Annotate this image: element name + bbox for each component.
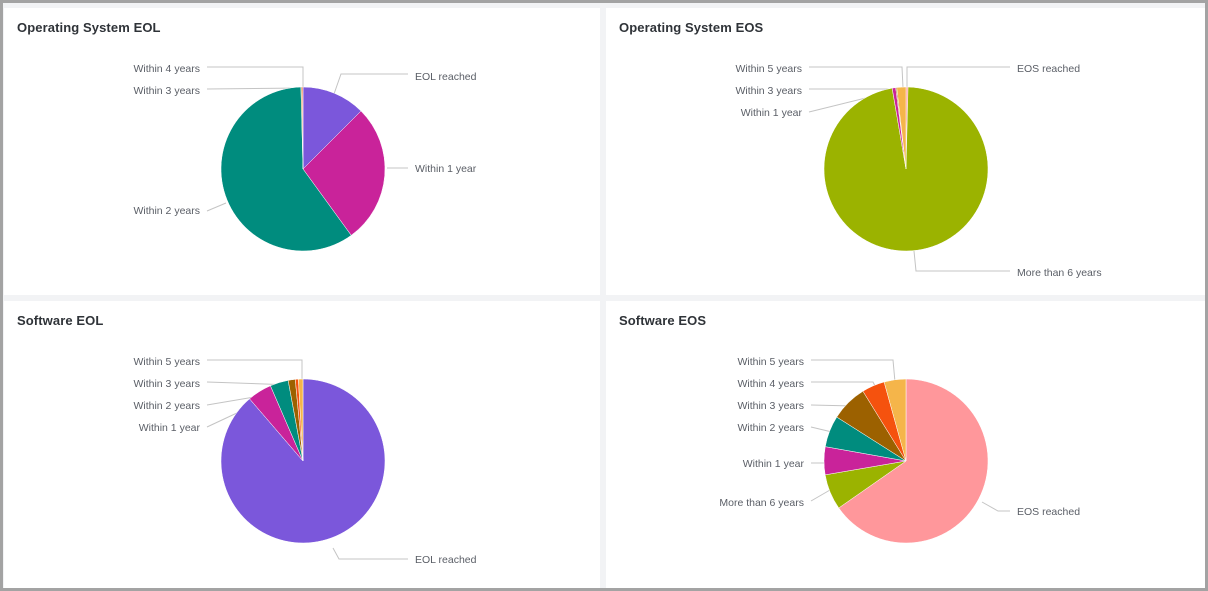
pie-slice-within-4-years[interactable] [301, 86, 304, 170]
pie-chart-os-eos[interactable]: EOS reached More than 6 years Within 1 yea… [606, 8, 1205, 295]
data-label-more-than-6-years: More than 6 years [1017, 267, 1102, 279]
data-label-within-3-years: Within 3 years [133, 85, 200, 97]
panel-sw-eos: Software EOS EOS reached More than 6 year… [606, 301, 1205, 588]
pie-slice-within-5-years[interactable] [298, 378, 304, 462]
label-connector [811, 359, 896, 383]
dashboard: Operating System EOL EOL reached Within 1… [3, 3, 1205, 588]
panel-sw-eol: Software EOL EOL reached Within 1 year Wit… [4, 301, 600, 588]
label-connector [906, 66, 1010, 88]
pie-slice-eos-reached[interactable] [838, 378, 989, 544]
data-label-within-3-years: Within 3 years [735, 85, 802, 97]
label-connector [810, 489, 831, 502]
data-label-within-5-years: Within 5 years [133, 356, 200, 368]
data-label-within-5-years: Within 5 years [735, 63, 802, 75]
label-connector [811, 381, 877, 389]
data-label-eos-reached: EOS reached [1017, 506, 1080, 518]
label-connector [332, 547, 408, 560]
label-connector [207, 66, 304, 88]
data-label-within-4-years: Within 4 years [737, 378, 804, 390]
panel-title: Software EOS [619, 313, 707, 328]
label-connector [913, 250, 1010, 272]
data-label-eos-reached: EOS reached [1017, 63, 1080, 75]
panel-title: Operating System EOL [17, 20, 161, 35]
pie-slice-within-2-years[interactable] [220, 86, 352, 252]
data-label-within-1-year: Within 1 year [415, 163, 477, 175]
label-connector [809, 66, 904, 89]
panel-os-eol: Operating System EOL EOL reached Within 1… [4, 8, 600, 295]
data-label-within-1-year: Within 1 year [139, 422, 201, 434]
label-connector [810, 426, 833, 433]
data-label-within-2-years: Within 2 years [133, 400, 200, 412]
data-label-within-1-year: Within 1 year [741, 107, 803, 119]
label-connector [333, 73, 408, 95]
data-label-eol-reached: EOL reached [415, 554, 477, 566]
panel-title: Software EOL [17, 313, 104, 328]
data-label-within-3-years: Within 3 years [737, 400, 804, 412]
pie-chart-os-eol[interactable]: EOL reached Within 1 year Within 2 years Wi… [4, 8, 600, 295]
pie-chart-sw-eos[interactable]: EOS reached More than 6 years Within 1 yea… [606, 301, 1205, 588]
label-connector [981, 501, 1010, 512]
data-label-within-3-years: Within 3 years [133, 378, 200, 390]
panel-os-eos: Operating System EOS EOS reached More tha… [606, 8, 1205, 295]
pie-chart-sw-eol[interactable]: EOL reached Within 1 year Within 2 years Wi… [4, 301, 600, 588]
pie-slice-within-5-years[interactable] [896, 86, 907, 170]
data-label-within-5-years: Within 5 years [737, 356, 804, 368]
label-connector [206, 87, 304, 90]
pie-slice-within-5-years[interactable] [883, 378, 907, 462]
label-connector [207, 359, 303, 382]
panel-title: Operating System EOS [619, 20, 764, 35]
pie-slice-eol-reached[interactable] [302, 86, 362, 170]
data-label-within-1-year: Within 1 year [743, 458, 805, 470]
label-connector [206, 202, 227, 212]
data-label-more-than-6-years: More than 6 years [719, 497, 804, 509]
data-label-within-2-years: Within 2 years [737, 422, 804, 434]
pie-slice-within-1-year[interactable] [302, 110, 386, 236]
data-label-within-2-years: Within 2 years [133, 205, 200, 217]
data-label-eol-reached: EOL reached [415, 71, 477, 83]
data-label-within-4-years: Within 4 years [133, 63, 200, 75]
